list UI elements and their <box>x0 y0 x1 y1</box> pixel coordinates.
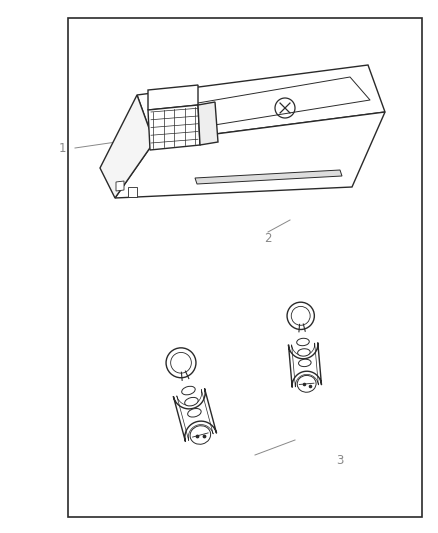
Polygon shape <box>148 105 200 150</box>
Ellipse shape <box>299 359 311 367</box>
Ellipse shape <box>185 398 198 406</box>
Text: 1: 1 <box>58 141 66 155</box>
Polygon shape <box>115 112 385 198</box>
Text: 2: 2 <box>264 231 272 245</box>
Bar <box>68 18 422 517</box>
Polygon shape <box>137 65 385 142</box>
Ellipse shape <box>190 426 211 445</box>
Polygon shape <box>289 343 321 387</box>
Text: 3: 3 <box>336 454 344 466</box>
Ellipse shape <box>297 349 310 356</box>
Ellipse shape <box>187 408 201 417</box>
Ellipse shape <box>297 338 309 346</box>
Polygon shape <box>148 85 198 110</box>
Polygon shape <box>128 187 137 197</box>
Ellipse shape <box>297 375 316 392</box>
Ellipse shape <box>182 386 195 395</box>
Polygon shape <box>173 389 216 441</box>
Polygon shape <box>198 102 218 145</box>
Polygon shape <box>100 95 154 198</box>
Polygon shape <box>195 170 342 184</box>
Polygon shape <box>116 181 124 191</box>
